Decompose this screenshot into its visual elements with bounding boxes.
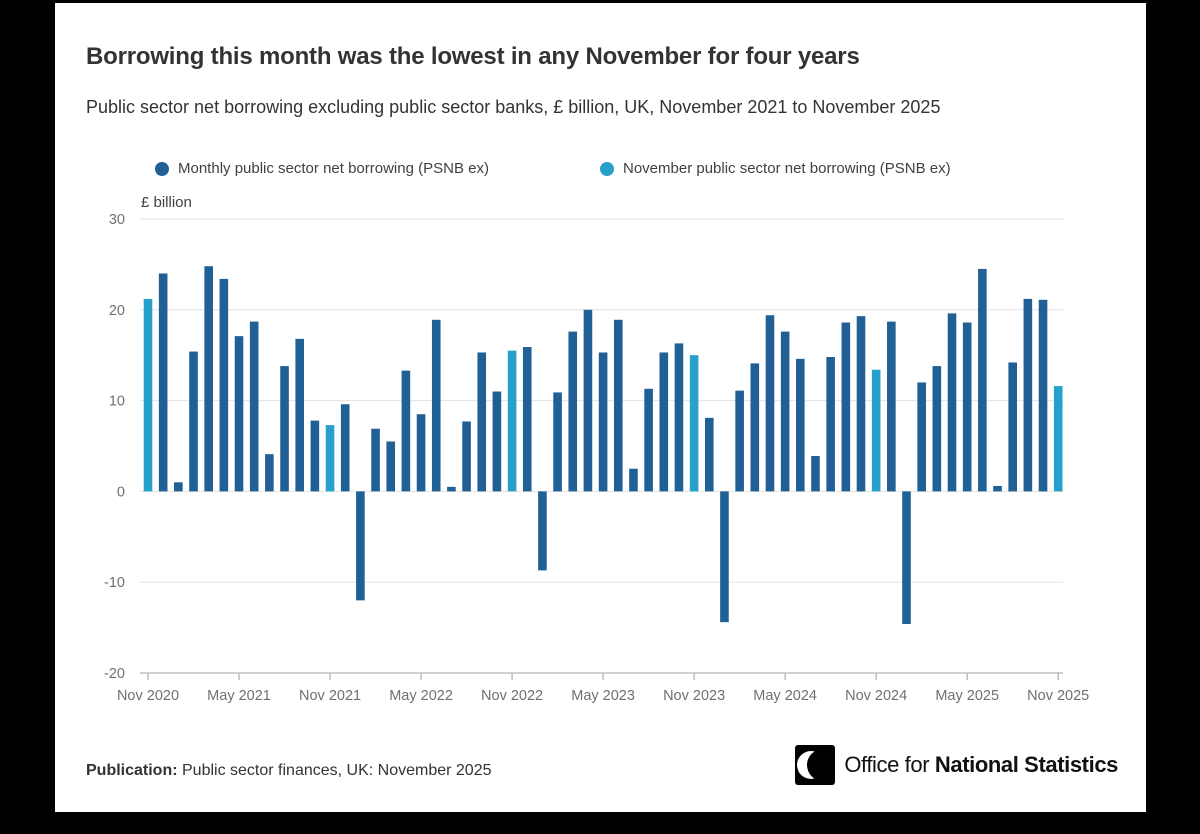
psnb-bar-chart: 30 20 10 0 -10 -20 Nov 2020 May 2021 Nov 2021 May… [104, 212, 1089, 704]
bar [219, 278, 229, 492]
bar [189, 351, 198, 492]
publication-label: Publication: [86, 762, 178, 779]
bar [386, 441, 396, 492]
bar [431, 319, 441, 492]
bar [1038, 299, 1048, 492]
y-tick-label: -10 [104, 575, 125, 591]
y-axis-unit-label: £ billion [141, 194, 192, 211]
bar [265, 454, 274, 492]
bar [978, 268, 987, 492]
chart-subtitle: Public sector net borrowing excluding pu… [86, 97, 941, 117]
bar [553, 392, 562, 492]
bar [340, 404, 350, 492]
bar [583, 309, 593, 492]
bar [280, 366, 289, 492]
ons-logo: Office for National Statistics [795, 745, 1118, 785]
x-tick-label: May 2023 [571, 688, 635, 704]
bar [310, 420, 320, 492]
bar [887, 321, 896, 492]
ons-logo-national-statistics: National Statistics [934, 752, 1119, 777]
bar [598, 352, 608, 492]
legend-item-monthly: Monthly public sector net borrowing (PSN… [155, 160, 489, 177]
chart-title: Borrowing this month was the lowest in a… [86, 43, 860, 70]
bar [477, 352, 487, 492]
x-tick-label: Nov 2025 [1027, 688, 1089, 704]
chart-card: Borrowing this month was the lowest in a… [55, 3, 1146, 812]
bar [765, 315, 775, 492]
bar [447, 486, 456, 492]
bar [720, 491, 729, 623]
bar [143, 298, 153, 492]
y-tick-label: 20 [109, 303, 125, 319]
bar [295, 338, 304, 492]
bar [796, 358, 805, 492]
bar [613, 319, 623, 492]
bar [932, 366, 942, 492]
bar [174, 482, 183, 492]
bar [871, 369, 881, 492]
legend-label-monthly: Monthly public sector net borrowing (PSN… [178, 160, 489, 177]
y-tick-label: 10 [109, 394, 125, 410]
bar [507, 350, 517, 492]
bar [204, 266, 213, 492]
bar [780, 331, 790, 492]
bar [522, 347, 532, 492]
bar [826, 357, 835, 492]
ons-logo-office-for: Office for [844, 752, 935, 777]
ons-logo-icon [795, 745, 836, 785]
bar [993, 485, 1002, 492]
bar [462, 421, 471, 492]
publication-text: Public sector finances, UK: November 202… [177, 762, 492, 779]
x-tick-label: Nov 2021 [299, 688, 361, 704]
bar [401, 370, 411, 492]
y-tick-label: 0 [117, 484, 125, 500]
ons-logo-text: Office for National Statistics [844, 752, 1118, 778]
x-tick-label: Nov 2023 [663, 688, 725, 704]
bar [704, 417, 714, 492]
bar [644, 388, 653, 492]
bar [750, 363, 760, 492]
bar [356, 491, 365, 601]
bar [1008, 362, 1017, 492]
y-tick-label: 30 [109, 212, 125, 228]
bar [629, 468, 638, 492]
bar [962, 322, 972, 492]
bar [841, 322, 851, 492]
x-tick-label: May 2025 [935, 688, 999, 704]
legend-dot-november-icon [600, 161, 614, 176]
bar [811, 455, 820, 492]
bar [538, 491, 547, 571]
y-tick-label: -20 [104, 666, 125, 682]
bar [1053, 386, 1063, 492]
bar [689, 355, 699, 492]
bar [856, 316, 866, 492]
bar [249, 321, 259, 492]
x-tick-label: Nov 2024 [845, 688, 907, 704]
x-tick-label: May 2024 [753, 688, 817, 704]
bar [371, 428, 380, 492]
bar [902, 491, 911, 624]
bar [325, 425, 335, 492]
legend-label-november: November public sector net borrowing (PS… [623, 160, 951, 177]
bar [917, 382, 926, 492]
bar [568, 331, 578, 492]
publication-line: Publication: Public sector finances, UK:… [86, 762, 492, 780]
bar [492, 391, 502, 492]
bar [158, 273, 168, 492]
x-tick-label: Nov 2020 [117, 688, 179, 704]
bar [1023, 298, 1033, 492]
bar [947, 313, 957, 492]
x-tick-label: May 2021 [207, 688, 271, 704]
bar [234, 336, 244, 492]
legend-dot-monthly-icon [155, 161, 169, 176]
bar [735, 390, 744, 492]
x-tick-label: Nov 2022 [481, 688, 543, 704]
x-tick-label: May 2022 [389, 688, 453, 704]
bar [659, 352, 669, 492]
bar [416, 414, 426, 492]
legend-item-november: November public sector net borrowing (PS… [600, 160, 951, 177]
bar [674, 343, 684, 492]
